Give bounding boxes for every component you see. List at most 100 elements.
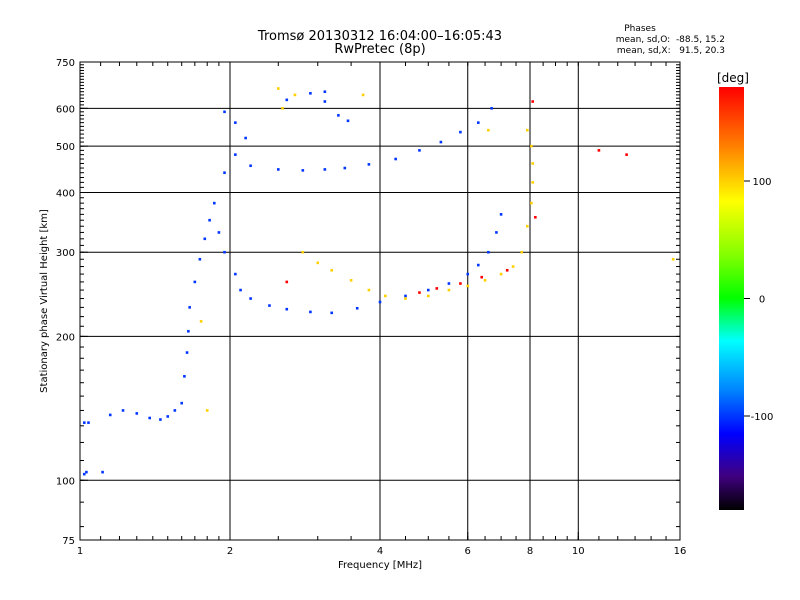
echo-point xyxy=(281,107,284,110)
echo-point xyxy=(148,416,152,420)
echo-point xyxy=(525,128,529,132)
echo-point xyxy=(525,224,529,228)
echo-point xyxy=(101,470,104,474)
colorbar xyxy=(719,87,744,510)
echo-point xyxy=(199,320,203,323)
echo-point xyxy=(337,114,340,117)
echo-point xyxy=(384,294,387,298)
echo-point xyxy=(531,162,534,165)
echo-point xyxy=(217,231,221,234)
echo-point xyxy=(426,294,430,298)
echo-point xyxy=(394,157,397,161)
x-tick-label: 4 xyxy=(377,546,383,557)
echo-point xyxy=(499,272,503,276)
echo-point xyxy=(212,201,216,205)
x-tick-label: 2 xyxy=(227,546,233,557)
colorbar-tick-label: 100 xyxy=(752,177,771,188)
echo-point xyxy=(135,412,139,415)
echo-point xyxy=(520,250,524,254)
echo-point xyxy=(466,284,470,288)
echo-point xyxy=(531,100,534,103)
echo-point xyxy=(285,307,289,311)
x-tick-label: 6 xyxy=(465,546,471,557)
echo-point xyxy=(121,409,125,412)
echo-point xyxy=(435,287,439,290)
echo-point xyxy=(477,121,480,124)
echo-point xyxy=(309,92,312,95)
echo-point xyxy=(534,215,537,219)
x-tick-label: 10 xyxy=(572,546,585,557)
echo-point xyxy=(367,288,371,292)
echo-point xyxy=(487,128,490,132)
x-tick-label: 16 xyxy=(674,546,687,557)
echo-point xyxy=(234,272,237,276)
echo-point xyxy=(82,472,86,476)
echo-point xyxy=(495,231,498,234)
echo-point xyxy=(343,166,347,170)
stats-heading: Phases xyxy=(624,24,656,34)
echo-point xyxy=(404,297,407,300)
y-axis-label: Stationary phase Virtual Height [km] xyxy=(39,209,50,393)
colorbar-label: [deg] xyxy=(717,71,749,85)
y-tick-label: 75 xyxy=(62,536,75,547)
echo-point xyxy=(198,257,202,261)
x-tick-label: 8 xyxy=(527,546,533,557)
echo-point xyxy=(625,153,628,156)
echo-point xyxy=(323,90,327,94)
echo-point xyxy=(244,136,247,140)
chart-title: Tromsø 20130312 16:04:00–16:05:43 xyxy=(257,29,502,44)
echo-point xyxy=(276,87,280,90)
echo-point xyxy=(511,265,515,268)
y-tick-label: 200 xyxy=(56,332,75,343)
echo-point xyxy=(85,470,88,474)
echo-point xyxy=(293,93,297,97)
echo-point xyxy=(447,288,451,292)
echo-point xyxy=(234,153,237,156)
echo-point xyxy=(499,213,503,216)
echo-point xyxy=(418,149,421,152)
echo-point xyxy=(530,201,533,205)
echo-point xyxy=(459,282,462,285)
grid-lines xyxy=(80,62,680,540)
echo-point xyxy=(426,288,430,292)
axis-ticks: 1 2 4 6 8 10 16 75 100 200 300 400 500 600 750 xyxy=(56,58,686,557)
echo-point xyxy=(466,272,470,276)
echo-point xyxy=(183,375,186,378)
stats-line-x: mean, sd,X: 91.5, 20.3 xyxy=(617,46,725,56)
colorbar-ticks: 100 0 -100 xyxy=(744,177,773,423)
x-tick-label: 1 xyxy=(77,546,83,557)
echo-point xyxy=(671,257,675,261)
echo-point xyxy=(268,304,271,307)
echo-point xyxy=(239,288,242,292)
echo-point xyxy=(188,306,191,309)
echo-point xyxy=(108,413,112,417)
echo-point xyxy=(597,149,601,152)
echo-point xyxy=(276,168,280,171)
echo-point xyxy=(301,169,305,172)
echo-point xyxy=(531,181,534,184)
echo-point xyxy=(249,297,252,300)
echo-point xyxy=(361,93,365,97)
echo-point xyxy=(355,306,359,310)
x-axis-label: Frequency [MHz] xyxy=(338,560,422,571)
echo-point xyxy=(285,98,289,102)
echo-point xyxy=(530,144,533,148)
echo-point xyxy=(418,291,421,294)
echo-point xyxy=(301,250,305,254)
data-points xyxy=(82,87,675,476)
echo-point xyxy=(208,218,211,222)
echo-point xyxy=(309,310,312,314)
y-tick-label: 100 xyxy=(56,476,75,487)
echo-point xyxy=(323,168,327,171)
echo-point xyxy=(378,300,382,304)
echo-point xyxy=(323,100,327,103)
y-tick-label: 300 xyxy=(56,248,75,259)
echo-point xyxy=(459,130,462,134)
y-tick-label: 600 xyxy=(56,104,75,115)
echo-point xyxy=(447,282,451,285)
echo-point xyxy=(477,263,480,267)
echo-point xyxy=(166,415,170,418)
echo-point xyxy=(316,261,320,265)
y-tick-label: 400 xyxy=(56,188,75,199)
echo-point xyxy=(249,164,252,168)
